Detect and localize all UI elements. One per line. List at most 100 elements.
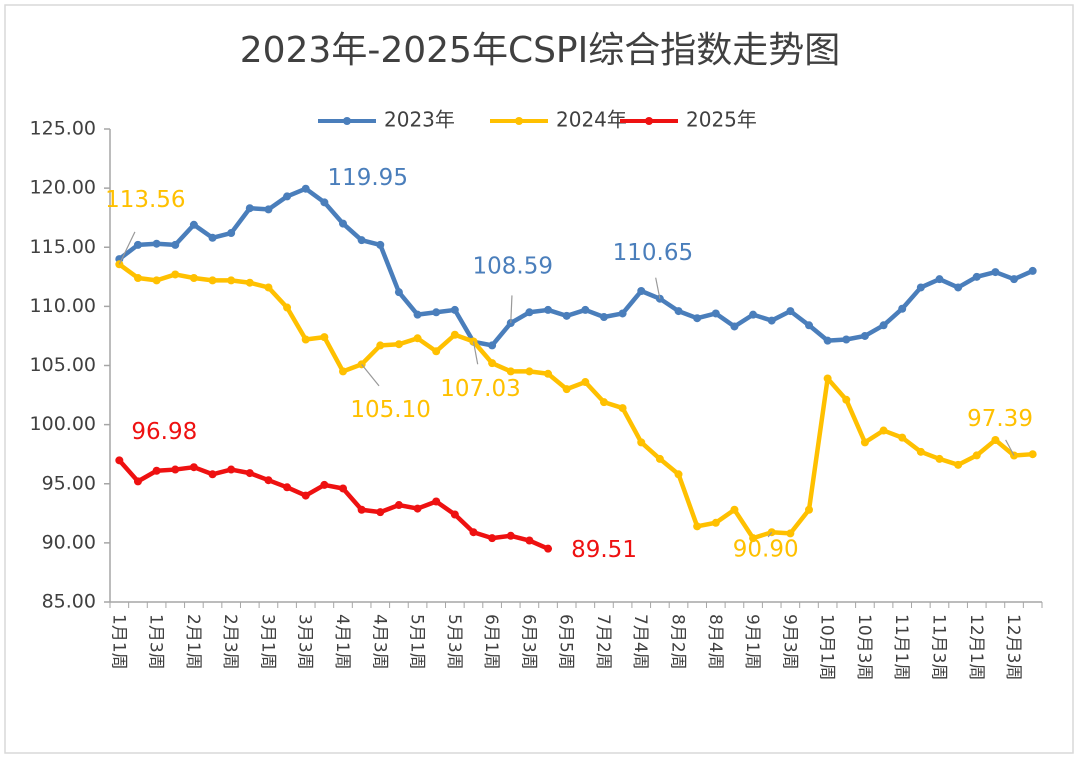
y-tick-label: 115.00	[30, 236, 96, 258]
label-leader	[510, 295, 513, 324]
data-point	[320, 198, 329, 207]
data-point	[171, 240, 180, 249]
data-point	[711, 309, 720, 318]
data-point	[133, 273, 142, 282]
data-point	[786, 529, 795, 538]
data-point	[171, 270, 180, 279]
data-point	[562, 311, 571, 320]
data-point	[749, 310, 758, 319]
x-tick-label: 11月1周	[891, 614, 911, 680]
x-tick-label: 9月1周	[742, 614, 762, 670]
data-label: 110.65	[613, 240, 693, 266]
label-leader	[361, 363, 380, 387]
data-point	[786, 307, 795, 316]
data-point	[823, 336, 832, 345]
data-point	[525, 536, 534, 545]
legend-label: 2023年	[384, 108, 455, 132]
data-point	[171, 465, 180, 474]
data-point	[432, 308, 441, 317]
x-tick-label: 6月1周	[481, 614, 501, 670]
data-point	[432, 497, 441, 506]
data-point	[637, 438, 646, 447]
data-point	[581, 378, 590, 387]
data-point	[189, 463, 198, 472]
data-point	[805, 505, 813, 514]
data-point	[413, 334, 422, 343]
data-point	[450, 330, 459, 339]
x-tick-label: 3月1周	[257, 614, 277, 670]
data-point	[357, 236, 366, 245]
y-tick-label: 105.00	[30, 354, 96, 376]
label-leader	[1005, 439, 1015, 456]
legend-label: 2025年	[686, 108, 757, 132]
x-tick-label: 7月4周	[630, 614, 650, 670]
y-tick-label: 95.00	[42, 472, 96, 494]
legend-label: 2024年	[556, 108, 627, 132]
y-tick-label: 125.00	[30, 118, 96, 140]
data-point	[413, 504, 422, 513]
data-point	[972, 451, 981, 460]
data-point	[898, 304, 907, 313]
data-point	[674, 470, 683, 479]
data-point	[469, 528, 478, 537]
x-tick-label: 1月1周	[108, 614, 128, 670]
y-tick-label: 100.00	[30, 413, 96, 435]
data-point	[189, 273, 198, 282]
x-tick-label: 12月3周	[1003, 614, 1023, 680]
label-leader	[472, 341, 479, 365]
data-point	[339, 484, 347, 493]
data-point	[152, 466, 161, 475]
data-point	[283, 483, 292, 492]
label-leader	[655, 277, 661, 299]
x-tick-label: 9月3周	[779, 614, 799, 670]
data-label: 96.98	[131, 419, 197, 445]
x-tick-label: 10月3周	[854, 614, 874, 680]
data-point	[823, 374, 832, 383]
x-tick-label: 4月3周	[369, 614, 389, 670]
data-point	[320, 333, 329, 342]
x-tick-label: 2月1周	[183, 614, 203, 670]
data-point	[1010, 275, 1019, 284]
data-point	[935, 454, 944, 463]
data-point	[152, 239, 161, 248]
x-tick-label: 11月3周	[928, 614, 948, 680]
data-point	[450, 510, 459, 519]
data-point	[227, 465, 236, 474]
data-point	[506, 531, 515, 540]
y-tick-label: 120.00	[30, 177, 96, 199]
legend-marker	[645, 117, 653, 125]
data-point	[301, 491, 310, 500]
data-label: 107.03	[440, 376, 520, 402]
legend-marker	[515, 117, 523, 125]
data-point	[432, 347, 441, 356]
data-point	[264, 205, 273, 214]
data-point	[562, 385, 571, 394]
data-point	[544, 305, 553, 314]
x-tick-label: 4月1周	[332, 614, 352, 670]
data-point	[655, 454, 664, 463]
data-point	[488, 359, 497, 368]
data-label: 97.39	[967, 406, 1033, 432]
y-tick-label: 85.00	[42, 591, 96, 613]
data-point	[599, 313, 608, 322]
chart-title: 2023年-2025年CSPI综合指数走势图	[240, 30, 841, 71]
data-point	[842, 395, 851, 404]
data-label: 108.59	[473, 254, 553, 280]
data-point	[1028, 266, 1037, 275]
label-leader	[767, 531, 773, 538]
x-tick-label: 7月2周	[593, 614, 613, 670]
data-point	[599, 398, 608, 407]
label-leader	[118, 231, 136, 265]
x-tick-label: 8月2周	[668, 614, 688, 670]
data-point	[133, 240, 142, 249]
data-point	[506, 367, 515, 376]
x-tick-label: 1月3周	[146, 614, 166, 670]
data-point	[488, 341, 497, 350]
data-point	[413, 310, 422, 319]
data-point	[152, 276, 161, 285]
data-point	[208, 470, 217, 479]
data-point	[581, 305, 590, 314]
data-point	[227, 276, 236, 285]
data-point	[245, 204, 254, 213]
data-point	[301, 335, 310, 344]
